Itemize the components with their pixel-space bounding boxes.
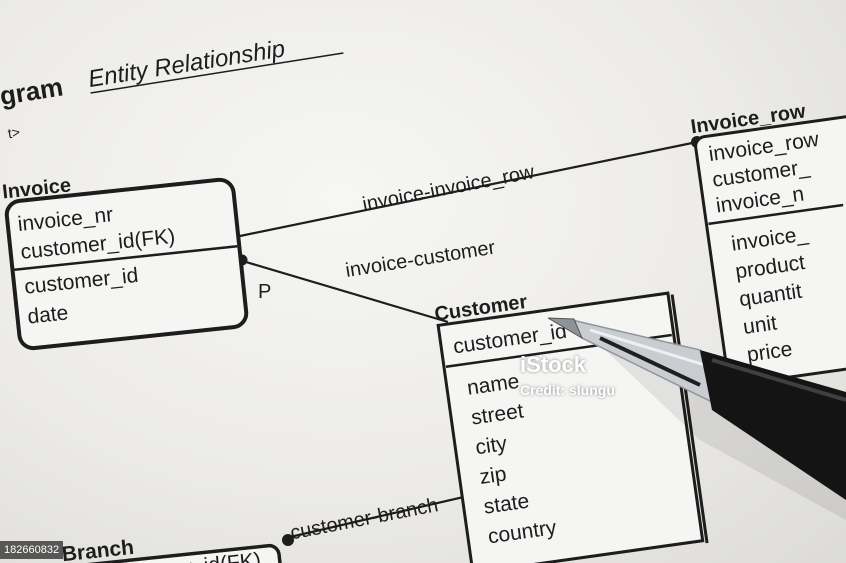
attr: date [26,301,69,328]
entity-invoice-row: Invoice_row invoice_row customer_ invoic… [689,100,846,386]
pen-grip-shine [711,358,846,402]
pen-shadow [600,345,846,520]
label-p-marker: P [258,281,271,303]
title-underline [90,52,344,94]
entity-branch: Branch customer_id(FK) [61,536,286,563]
relation-line-invoice-customer [245,260,449,324]
label-invoice-customer: invoice-customer [344,237,497,282]
diagram-title: Entity Relationship [86,35,287,93]
relation-line-invoice-row [239,140,698,238]
attr: city [474,432,509,459]
watermark-logo: iStock [520,352,587,377]
entity-box [66,543,286,563]
subtitle-fragment: t> [7,124,21,142]
attr: unit [742,311,779,339]
entity-customer: Customer customer_id name street city zi… [433,291,709,563]
pen-inner-tube [599,336,701,387]
watermark-credit: Credit: slungu [520,382,615,398]
entity-box-shadow [670,294,709,544]
attr: zip [478,462,508,489]
entity-divider [14,245,238,271]
title-prefix: gram [0,71,65,111]
entity-invoice: Invoice invoice_nr customer_id(FK) custo… [1,174,249,351]
watermark-image-id: 182660832 [0,541,64,559]
pen-tip [547,317,584,340]
label-customer-branch: customer-branch [288,494,440,544]
pen [547,317,846,520]
entity-name: Branch [61,536,135,563]
pen-highlight [589,328,706,367]
relation-line-customer-branch [289,488,495,539]
relation-end-dot [282,534,294,546]
label-invoice-invoice-row: invoice-invoice_row [361,161,537,216]
entity-box [694,114,846,386]
entity-divider [708,203,844,226]
entity-box [4,177,249,351]
